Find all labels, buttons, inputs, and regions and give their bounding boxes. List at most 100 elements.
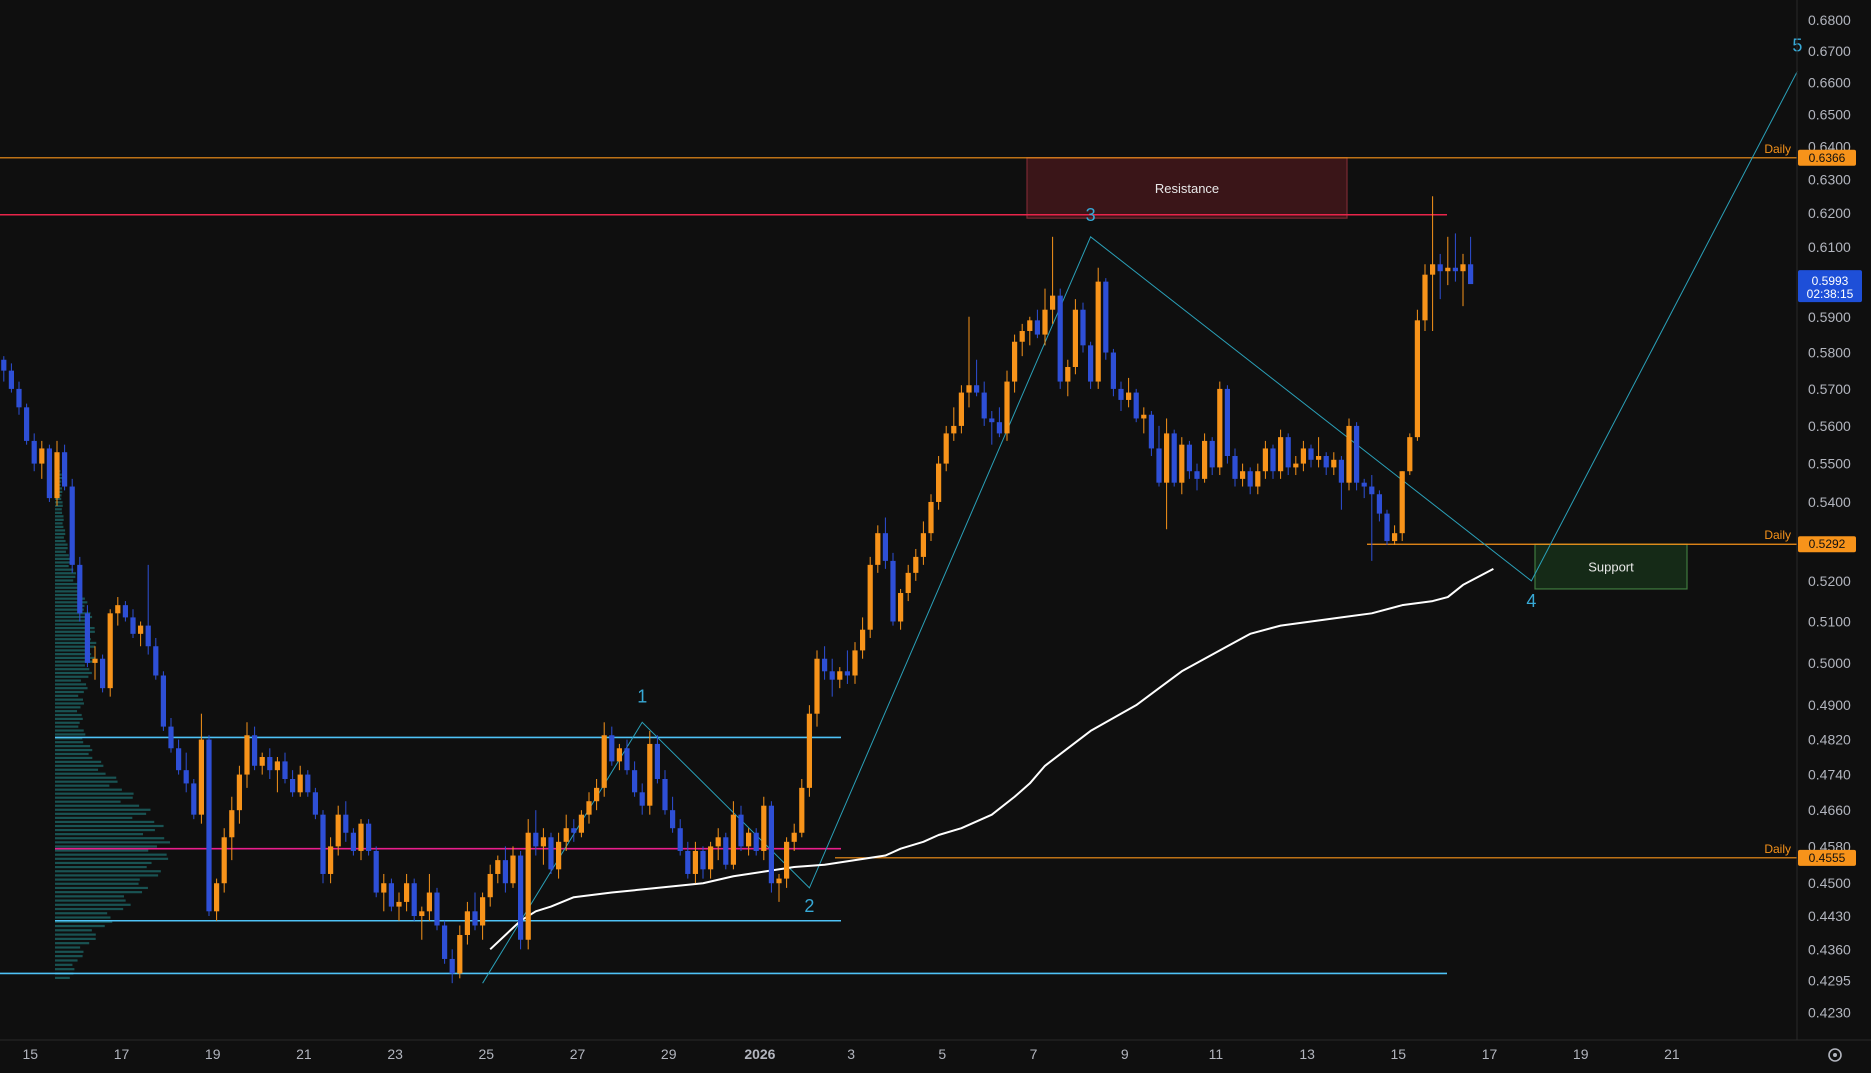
candle[interactable] (183, 752, 189, 793)
candle[interactable] (1338, 456, 1344, 510)
candle[interactable] (358, 819, 364, 861)
candle[interactable] (989, 411, 995, 445)
candle[interactable] (138, 621, 144, 647)
candle[interactable] (685, 841, 691, 879)
candle[interactable] (548, 832, 554, 874)
candle[interactable] (1012, 334, 1018, 393)
candle[interactable] (84, 605, 90, 668)
candle[interactable] (533, 810, 539, 856)
candle[interactable] (746, 828, 752, 856)
candle[interactable] (442, 920, 448, 964)
candle[interactable] (586, 792, 592, 824)
candle[interactable] (1369, 475, 1375, 561)
candle[interactable] (381, 873, 387, 912)
candle[interactable] (1240, 463, 1246, 487)
candle[interactable] (814, 650, 820, 727)
candle[interactable] (632, 761, 638, 797)
candle[interactable] (1468, 236, 1474, 285)
candle[interactable] (844, 650, 850, 684)
candle[interactable] (24, 403, 30, 445)
candle[interactable] (1392, 525, 1398, 546)
candle[interactable] (624, 739, 630, 775)
candle[interactable] (1308, 444, 1314, 468)
candle[interactable] (502, 846, 508, 893)
candle[interactable] (563, 814, 569, 851)
candle[interactable] (1217, 381, 1223, 476)
candle[interactable] (540, 828, 546, 865)
candle[interactable] (867, 556, 873, 638)
candle[interactable] (510, 846, 516, 888)
candle[interactable] (1164, 418, 1170, 530)
candle[interactable] (943, 425, 949, 472)
candle[interactable] (1156, 425, 1162, 487)
candle[interactable] (951, 407, 957, 441)
candle[interactable] (966, 316, 972, 408)
candle[interactable] (1080, 302, 1086, 353)
candle[interactable] (1331, 452, 1337, 476)
candle[interactable] (62, 444, 68, 491)
candle[interactable] (252, 726, 258, 771)
candle[interactable] (662, 770, 668, 815)
candle[interactable] (1270, 444, 1276, 479)
candle[interactable] (670, 796, 676, 833)
candle[interactable] (905, 564, 911, 602)
candle[interactable] (426, 873, 432, 921)
candle[interactable] (1148, 411, 1154, 457)
candle[interactable] (1452, 233, 1458, 282)
candle[interactable] (160, 671, 166, 731)
candle[interactable] (1300, 440, 1306, 472)
candle[interactable] (1095, 267, 1101, 389)
candle[interactable] (1278, 429, 1284, 479)
candle[interactable] (92, 646, 98, 680)
candle[interactable] (738, 805, 744, 851)
elliott-wave-path[interactable] (482, 71, 1798, 984)
candle[interactable] (616, 743, 622, 771)
candle[interactable] (122, 601, 128, 622)
candle[interactable] (487, 864, 493, 907)
candle[interactable] (312, 787, 318, 820)
candle[interactable] (761, 796, 767, 861)
candle[interactable] (100, 654, 106, 693)
candle[interactable] (449, 949, 455, 984)
candle[interactable] (1346, 418, 1352, 491)
candle[interactable] (1445, 236, 1451, 286)
candle[interactable] (1232, 448, 1238, 487)
moving-average-line[interactable] (489, 567, 1494, 951)
candle[interactable] (46, 444, 52, 502)
candle[interactable] (1171, 429, 1177, 487)
candle[interactable] (54, 440, 60, 506)
candle[interactable] (928, 494, 934, 542)
candle[interactable] (350, 828, 356, 856)
candle[interactable] (1027, 316, 1033, 346)
candle[interactable] (860, 617, 866, 659)
candle[interactable] (852, 642, 858, 684)
candle[interactable] (1384, 509, 1390, 546)
candle[interactable] (974, 359, 980, 397)
candle[interactable] (692, 841, 698, 884)
candle[interactable] (791, 823, 797, 851)
candle[interactable] (822, 646, 828, 680)
candle[interactable] (457, 925, 463, 979)
candle[interactable] (1103, 278, 1109, 360)
candle[interactable] (913, 548, 919, 581)
candle[interactable] (601, 722, 607, 797)
candle[interactable] (1293, 456, 1299, 476)
candle[interactable] (882, 517, 888, 569)
candle[interactable] (39, 440, 45, 479)
candle[interactable] (936, 456, 942, 510)
candle[interactable] (434, 887, 440, 931)
candle[interactable] (297, 765, 303, 797)
candle[interactable] (715, 828, 721, 861)
candle[interactable] (594, 778, 600, 811)
candle[interactable] (1255, 463, 1261, 495)
candle[interactable] (373, 846, 379, 898)
candle[interactable] (981, 381, 987, 426)
candle[interactable] (343, 801, 349, 842)
candle[interactable] (495, 855, 501, 884)
candle[interactable] (214, 878, 220, 921)
candle[interactable] (556, 832, 562, 879)
candle[interactable] (1186, 440, 1192, 479)
candle[interactable] (1072, 299, 1078, 375)
candle[interactable] (419, 906, 425, 940)
candle[interactable] (1430, 196, 1436, 332)
